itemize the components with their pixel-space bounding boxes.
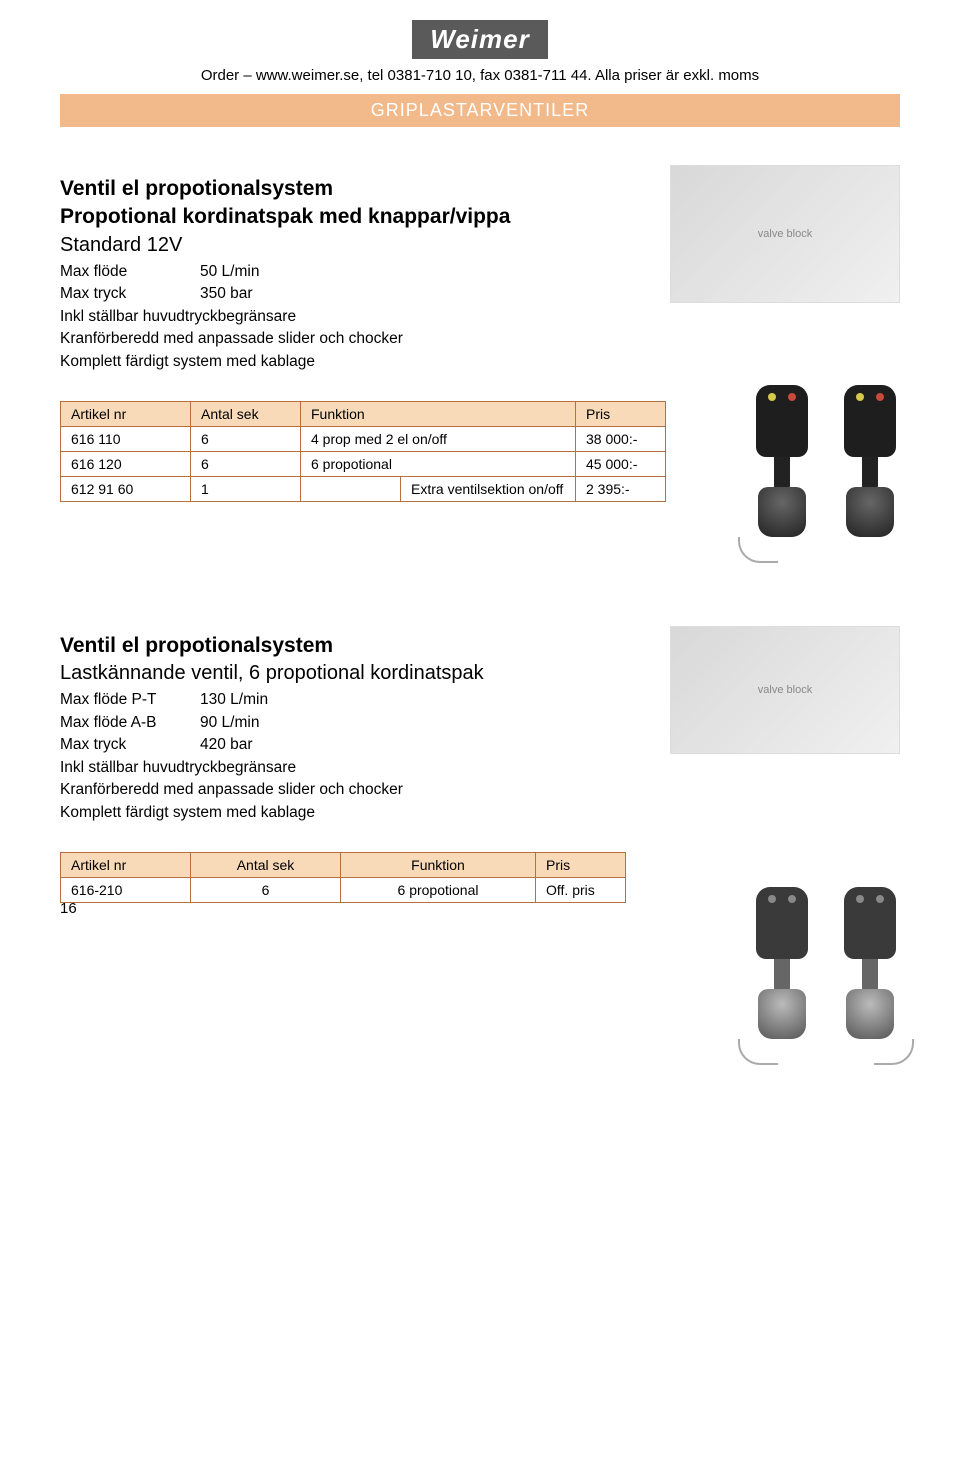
col-pris: Pris <box>536 853 626 878</box>
spec-value: 130 L/min <box>200 689 268 711</box>
col-artikel: Artikel nr <box>61 402 191 427</box>
cell-pris: 38 000:- <box>576 427 666 452</box>
col-pris: Pris <box>576 402 666 427</box>
spec-row: Max tryck 420 bar <box>60 734 580 756</box>
spec-value: 350 bar <box>200 283 253 305</box>
col-antal: Antal sek <box>191 853 341 878</box>
table-row: 616-210 6 6 propotional Off. pris <box>61 878 626 903</box>
spec-value: 50 L/min <box>200 261 259 283</box>
product-text-1: Ventil el propotionalsystem Propotional … <box>60 175 580 373</box>
spec-row: Max flöde P-T 130 L/min <box>60 689 580 711</box>
col-funktion: Funktion <box>301 402 576 427</box>
brand-band: Weimer <box>60 20 900 59</box>
page: Weimer Order – www.weimer.se, tel 0381-7… <box>0 0 960 943</box>
placeholder-icon: valve block <box>758 228 812 240</box>
joystick-icon <box>752 385 812 555</box>
cell-pris: 2 395:- <box>576 477 666 502</box>
product-image-valve-1: valve block <box>670 165 900 303</box>
spec-row: Max tryck 350 bar <box>60 283 580 305</box>
cell-fun2: Extra ventilsektion on/off <box>401 477 576 502</box>
cell-antal: 1 <box>191 477 301 502</box>
product-block-2: valve block Ventil el propotionalsystem … <box>60 632 900 903</box>
product-block-1: valve block Ventil el propotionalsystem … <box>60 175 900 502</box>
table-row: 612 91 60 1 Extra ventilsektion on/off 2… <box>61 477 666 502</box>
spec-label: Max flöde A-B <box>60 712 200 734</box>
price-table-1: Artikel nr Antal sek Funktion Pris 616 1… <box>60 401 666 502</box>
specs-1: Max flöde 50 L/min Max tryck 350 bar Ink… <box>60 261 580 373</box>
spec-label: Max flöde <box>60 261 200 283</box>
cell-pris: Off. pris <box>536 878 626 903</box>
spec-line: Kranförberedd med anpassade slider och c… <box>60 328 580 350</box>
page-number: 16 <box>60 900 77 917</box>
cell-antal: 6 <box>191 878 341 903</box>
spec-line: Komplett färdigt system med kablage <box>60 351 580 373</box>
cell-artikel: 616 120 <box>61 452 191 477</box>
cell-antal: 6 <box>191 427 301 452</box>
cell-artikel: 616 110 <box>61 427 191 452</box>
product-title-1a: Ventil el propotionalsystem <box>60 175 580 203</box>
cell-fun1: 6 propotional <box>301 452 576 477</box>
table-row: 616 120 6 6 propotional 45 000:- <box>61 452 666 477</box>
spec-line: Komplett färdigt system med kablage <box>60 802 580 824</box>
section-title: GRIPLASTARVENTILER <box>60 94 900 127</box>
joystick-icon <box>840 887 900 1057</box>
joystick-icon <box>752 887 812 1057</box>
product-image-joysticks-1 <box>752 385 900 555</box>
table-header-row: Artikel nr Antal sek Funktion Pris <box>61 402 666 427</box>
spec-row: Max flöde A-B 90 L/min <box>60 712 580 734</box>
brand-logo: Weimer <box>412 20 547 59</box>
product-title-2b: Lastkännande ventil, 6 propotional kordi… <box>60 660 580 687</box>
cell-fun1 <box>301 477 401 502</box>
table-header-row: Artikel nr Antal sek Funktion Pris <box>61 853 626 878</box>
specs-2: Max flöde P-T 130 L/min Max flöde A-B 90… <box>60 689 580 824</box>
spec-label: Max tryck <box>60 734 200 756</box>
spec-label: Max flöde P-T <box>60 689 200 711</box>
spec-line: Kranförberedd med anpassade slider och c… <box>60 779 580 801</box>
col-antal: Antal sek <box>191 402 301 427</box>
col-funktion: Funktion <box>341 853 536 878</box>
cell-artikel: 616-210 <box>61 878 191 903</box>
spec-value: 90 L/min <box>200 712 259 734</box>
order-line: Order – www.weimer.se, tel 0381-710 10, … <box>60 67 900 84</box>
cell-pris: 45 000:- <box>576 452 666 477</box>
product-title-1b: Propotional kordinatspak med knappar/vip… <box>60 203 580 231</box>
col-artikel: Artikel nr <box>61 853 191 878</box>
product-title-2a: Ventil el propotionalsystem <box>60 632 580 660</box>
spec-row: Max flöde 50 L/min <box>60 261 580 283</box>
cell-antal: 6 <box>191 452 301 477</box>
table-row: 616 110 6 4 prop med 2 el on/off 38 000:… <box>61 427 666 452</box>
cell-fun1: 4 prop med 2 el on/off <box>301 427 576 452</box>
placeholder-icon: valve block <box>758 684 812 696</box>
spec-label: Max tryck <box>60 283 200 305</box>
product-title-1c: Standard 12V <box>60 232 580 259</box>
product-image-valve-2: valve block <box>670 626 900 754</box>
product-text-2: Ventil el propotionalsystem Lastkännande… <box>60 632 580 824</box>
price-table-2: Artikel nr Antal sek Funktion Pris 616-2… <box>60 852 626 903</box>
product-image-joysticks-2 <box>752 887 900 1057</box>
spec-line: Inkl ställbar huvudtryckbegränsare <box>60 757 580 779</box>
cell-funktion: 6 propotional <box>341 878 536 903</box>
spec-line: Inkl ställbar huvudtryckbegränsare <box>60 306 580 328</box>
cell-artikel: 612 91 60 <box>61 477 191 502</box>
spec-value: 420 bar <box>200 734 253 756</box>
joystick-icon <box>840 385 900 555</box>
